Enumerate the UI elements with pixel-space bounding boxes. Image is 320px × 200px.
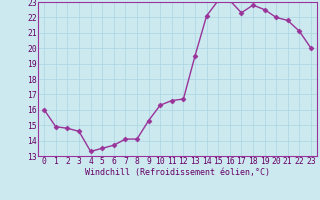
X-axis label: Windchill (Refroidissement éolien,°C): Windchill (Refroidissement éolien,°C) <box>85 168 270 177</box>
